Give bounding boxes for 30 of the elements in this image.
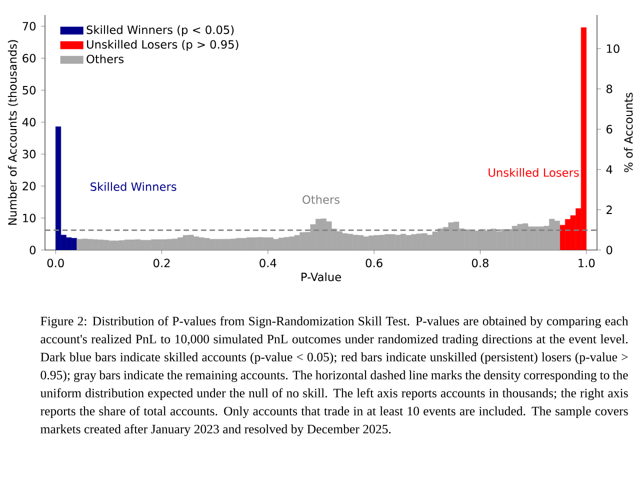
y-tick-label: 10: [23, 214, 36, 222]
y2-axis-title: % of Accounts: [624, 92, 633, 172]
y-tick-label: 60: [22, 54, 36, 62]
y-tick-label: 50: [22, 86, 36, 94]
annotation: Unskilled Losers: [488, 168, 579, 177]
x-tick-label: 1.0: [578, 258, 595, 268]
y-tick-label: 40: [22, 118, 36, 126]
y-tick-label: 30: [22, 150, 36, 158]
x-tick-label: 0.4: [260, 258, 276, 268]
y2-tick-label: 2: [606, 206, 612, 214]
legend-label: Skilled Winners (p < 0.05): [86, 25, 234, 36]
x-axis-title: P-Value: [302, 272, 341, 282]
y2-tick-label: 6: [606, 124, 612, 134]
y2-tick-label: 4: [606, 165, 612, 174]
legend-label: Others: [86, 54, 124, 64]
y-tick-label: 0: [30, 246, 36, 254]
annotation: Others: [302, 195, 340, 204]
x-tick-label: 0.0: [47, 258, 64, 268]
y-tick-label: 70: [22, 22, 36, 30]
x-tick-label: 0.2: [154, 258, 170, 268]
caption: Figure 2: Distribution of P-values from Sign-Randomization Skill Test. P-values are obtained by comparing each account's realized PnL to 10,000 simulated PnL outcomes under randomized trading directions at the event level. Dark blue bars indicate skilled accounts (p-value < 0.05); red bars indicate unskilled (persistent) losers (p-value > 0.95); gray bars indicate the remaining accounts. The horizontal dashed line marks the density corresponding to the uniform distribution expected under the null of no skill. The left axis reports accounts in thousands; the right axis reports the share of total accounts. Only accounts that trade in at least 10 events are included. The sample covers markets created after January 2023 and resolved by December 2025.: [40, 316, 628, 436]
y2-tick-label: 10: [606, 44, 620, 53]
legend-label: Unskilled Losers (p > 0.95): [86, 40, 238, 51]
y2-tick-label: 0: [606, 246, 612, 254]
y-tick-label: 20: [22, 182, 36, 190]
x-tick-label: 0.8: [472, 258, 488, 268]
annotation: Skilled Winners: [90, 182, 176, 191]
x-tick-label: 0.6: [366, 258, 382, 268]
y2-tick-label: 8: [606, 84, 612, 94]
y-axis-title: Number of Accounts (thousands): [8, 40, 18, 225]
